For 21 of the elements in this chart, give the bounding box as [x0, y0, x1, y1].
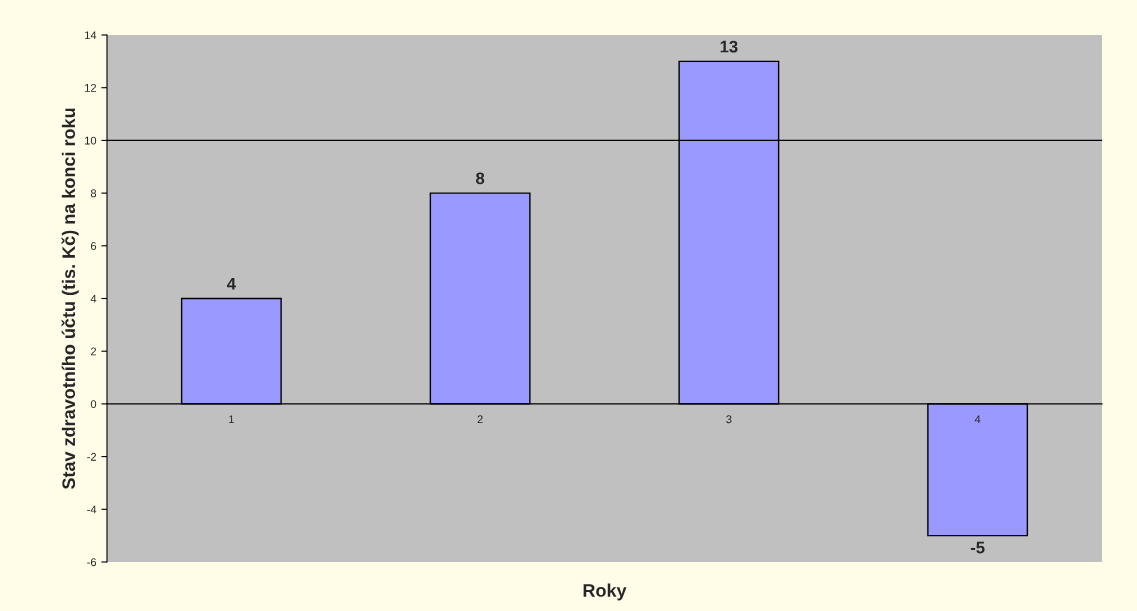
y-tick-label: 8 [90, 189, 97, 198]
x-axis-title: Roky [583, 583, 627, 601]
x-tick-label: 3 [726, 415, 732, 424]
data-label: 8 [476, 172, 485, 185]
y-tick-label: 12 [85, 83, 97, 92]
x-tick-label: 2 [477, 415, 483, 424]
y-tick-label: -2 [87, 452, 97, 461]
y-tick-label: -6 [87, 558, 97, 567]
y-tick-label: 4 [90, 294, 97, 303]
y-tick-label: 2 [90, 347, 97, 356]
y-tick-label: 6 [90, 242, 97, 250]
data-label: 4 [226, 278, 236, 290]
data-label: -5 [970, 541, 985, 554]
y-tick-label: 14 [85, 31, 97, 40]
x-tick-label: 1 [229, 415, 234, 424]
data-label: 13 [720, 40, 738, 53]
x-tick-label: 4 [974, 415, 981, 424]
y-tick-label: -4 [87, 505, 97, 514]
y-tick-label: 0 [90, 400, 97, 409]
y-axis-title: Stav zdravotního účtu (tis. Kč) na konci roku [61, 108, 79, 490]
y-tick-label: 10 [85, 136, 97, 145]
